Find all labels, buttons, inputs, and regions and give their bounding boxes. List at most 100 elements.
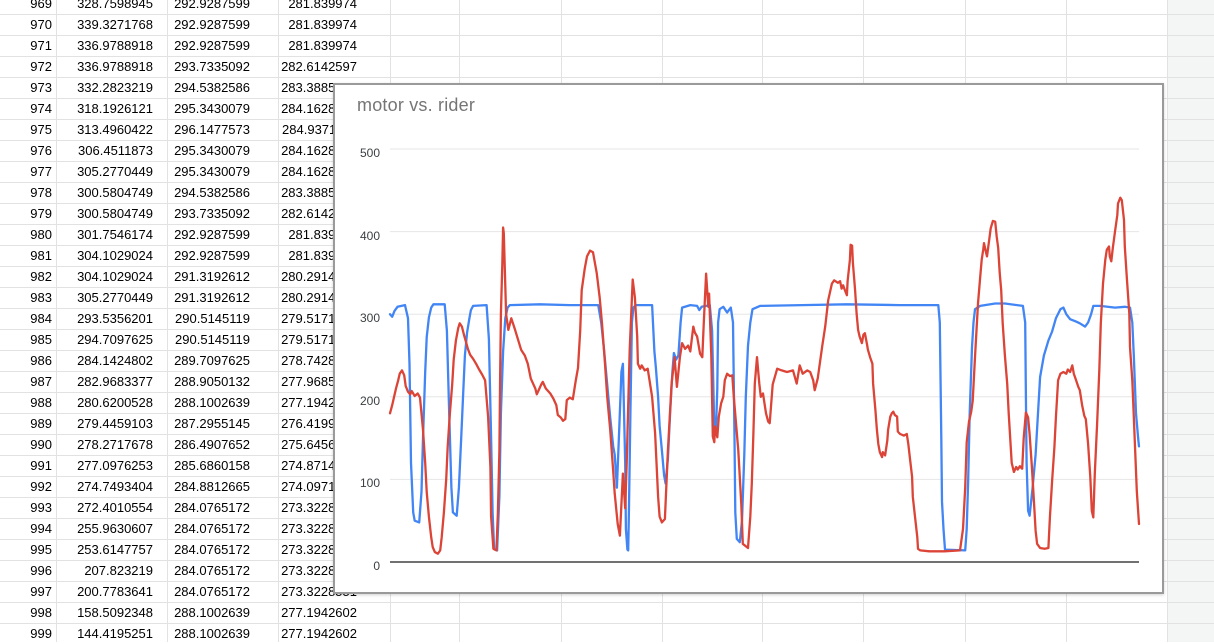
cell-col-c[interactable]: 289.7097625 xyxy=(174,353,250,368)
row-number[interactable]: 973 xyxy=(30,80,52,95)
cell-col-c[interactable]: 284.0765172 xyxy=(174,521,250,536)
cell-col-c[interactable]: 291.3192612 xyxy=(174,290,250,305)
cell-col-b[interactable]: 306.4511873 xyxy=(78,143,153,158)
cell-col-b[interactable]: 336.9788918 xyxy=(77,59,153,74)
cell-col-b[interactable]: 282.9683377 xyxy=(77,374,153,389)
row-number[interactable]: 984 xyxy=(30,311,52,326)
row-number[interactable]: 987 xyxy=(30,374,52,389)
cell-col-c[interactable]: 293.7335092 xyxy=(174,59,250,74)
cell-col-d[interactable]: 277.1942602 xyxy=(281,626,357,641)
row-number[interactable]: 998 xyxy=(30,605,52,620)
cell-col-b[interactable]: 294.7097625 xyxy=(77,332,153,347)
cell-col-b[interactable]: 272.4010554 xyxy=(77,500,153,515)
cell-col-c[interactable]: 284.0765172 xyxy=(174,500,250,515)
row-number[interactable]: 999 xyxy=(30,626,52,641)
row-number[interactable]: 974 xyxy=(30,101,52,116)
cell-col-c[interactable]: 296.1477573 xyxy=(174,122,250,137)
cell-col-c[interactable]: 293.7335092 xyxy=(174,206,250,221)
cell-col-c[interactable]: 291.3192612 xyxy=(174,269,250,284)
row-number[interactable]: 988 xyxy=(30,395,52,410)
cell-col-b[interactable]: 278.2717678 xyxy=(77,437,153,452)
row-number[interactable]: 990 xyxy=(30,437,52,452)
cell-col-c[interactable]: 295.3430079 xyxy=(174,101,250,116)
cell-col-b[interactable]: 158.5092348 xyxy=(77,605,153,620)
cell-col-b[interactable]: 328.7598945 xyxy=(77,0,153,11)
cell-col-b[interactable]: 207.823219 xyxy=(84,563,153,578)
row-number[interactable]: 972 xyxy=(30,59,52,74)
cell-col-d[interactable]: 282.6142597 xyxy=(281,59,357,74)
cell-col-b[interactable]: 332.2823219 xyxy=(77,80,153,95)
cell-col-b[interactable]: 277.0976253 xyxy=(77,458,153,473)
row-number[interactable]: 992 xyxy=(30,479,52,494)
row-number[interactable]: 997 xyxy=(30,584,52,599)
cell-col-c[interactable]: 288.1002639 xyxy=(174,395,250,410)
cell-col-b[interactable]: 279.4459103 xyxy=(77,416,153,431)
row-number[interactable]: 994 xyxy=(30,521,52,536)
cell-col-b[interactable]: 293.5356201 xyxy=(77,311,153,326)
cell-col-c[interactable]: 292.9287599 xyxy=(174,227,250,242)
cell-col-b[interactable]: 253.6147757 xyxy=(77,542,153,557)
row-number[interactable]: 978 xyxy=(30,185,52,200)
cell-col-c[interactable]: 284.0765172 xyxy=(174,584,250,599)
row-number[interactable]: 995 xyxy=(30,542,52,557)
cell-col-c[interactable]: 295.3430079 xyxy=(174,164,250,179)
cell-col-b[interactable]: 336.9788918 xyxy=(77,38,153,53)
cell-col-b[interactable]: 284.1424802 xyxy=(77,353,153,368)
row-number[interactable]: 977 xyxy=(30,164,52,179)
cell-col-b[interactable]: 304.1029024 xyxy=(77,269,153,284)
cell-col-c[interactable]: 287.2955145 xyxy=(174,416,250,431)
cell-col-b[interactable]: 255.9630607 xyxy=(77,521,153,536)
row-number[interactable]: 983 xyxy=(30,290,52,305)
cell-col-c[interactable]: 292.9287599 xyxy=(174,248,250,263)
cell-col-c[interactable]: 294.5382586 xyxy=(174,185,250,200)
cell-col-d[interactable]: 281.839974 xyxy=(288,17,357,32)
cell-col-d[interactable]: 277.1942602 xyxy=(281,605,357,620)
cell-col-c[interactable]: 292.9287599 xyxy=(174,17,250,32)
cell-col-b[interactable]: 305.2770449 xyxy=(77,290,153,305)
cell-col-c[interactable]: 284.0765172 xyxy=(174,563,250,578)
cell-col-c[interactable]: 292.9287599 xyxy=(174,0,250,11)
row-number[interactable]: 981 xyxy=(30,248,52,263)
row-number[interactable]: 996 xyxy=(30,563,52,578)
cell-col-b[interactable]: 339.3271768 xyxy=(77,17,153,32)
row-number[interactable]: 980 xyxy=(30,227,52,242)
cell-col-b[interactable]: 200.7783641 xyxy=(77,584,153,599)
row-number[interactable]: 975 xyxy=(30,122,52,137)
cell-col-b[interactable]: 305.2770449 xyxy=(77,164,153,179)
cell-col-b[interactable]: 304.1029024 xyxy=(77,248,153,263)
cell-col-c[interactable]: 284.0765172 xyxy=(174,542,250,557)
cell-col-c[interactable]: 290.5145119 xyxy=(175,332,250,347)
cell-col-c[interactable]: 286.4907652 xyxy=(174,437,250,452)
row-number[interactable]: 971 xyxy=(30,38,52,53)
cell-col-c[interactable]: 288.1002639 xyxy=(174,626,250,641)
row-number[interactable]: 982 xyxy=(30,269,52,284)
cell-col-c[interactable]: 290.5145119 xyxy=(175,311,250,326)
cell-col-b[interactable]: 280.6200528 xyxy=(77,395,153,410)
row-number[interactable]: 991 xyxy=(30,458,52,473)
cell-col-c[interactable]: 292.9287599 xyxy=(174,38,250,53)
row-number[interactable]: 969 xyxy=(30,0,52,11)
cell-col-c[interactable]: 288.1002639 xyxy=(174,605,250,620)
cell-col-b[interactable]: 301.7546174 xyxy=(77,227,153,242)
row-number[interactable]: 989 xyxy=(30,416,52,431)
cell-col-c[interactable]: 295.3430079 xyxy=(174,143,250,158)
row-number[interactable]: 986 xyxy=(30,353,52,368)
cell-col-b[interactable]: 300.5804749 xyxy=(77,206,153,221)
cell-col-b[interactable]: 274.7493404 xyxy=(77,479,153,494)
cell-col-c[interactable]: 285.6860158 xyxy=(174,458,250,473)
cell-col-b[interactable]: 318.1926121 xyxy=(77,101,153,116)
row-number[interactable]: 970 xyxy=(30,17,52,32)
row-number[interactable]: 979 xyxy=(30,206,52,221)
row-number[interactable]: 993 xyxy=(30,500,52,515)
cell-col-b[interactable]: 144.4195251 xyxy=(77,626,153,641)
cell-col-b[interactable]: 300.5804749 xyxy=(77,185,153,200)
row-number[interactable]: 976 xyxy=(30,143,52,158)
cell-col-c[interactable]: 284.8812665 xyxy=(174,479,250,494)
cell-col-c[interactable]: 288.9050132 xyxy=(174,374,250,389)
cell-col-c[interactable]: 294.5382586 xyxy=(174,80,250,95)
chart-card[interactable]: motor vs. rider 0 100 200 300 400 500 xyxy=(333,83,1164,594)
row-number[interactable]: 985 xyxy=(30,332,52,347)
cell-col-d[interactable]: 281.839974 xyxy=(288,0,357,11)
cell-col-b[interactable]: 313.4960422 xyxy=(77,122,153,137)
cell-col-d[interactable]: 281.839974 xyxy=(288,38,357,53)
